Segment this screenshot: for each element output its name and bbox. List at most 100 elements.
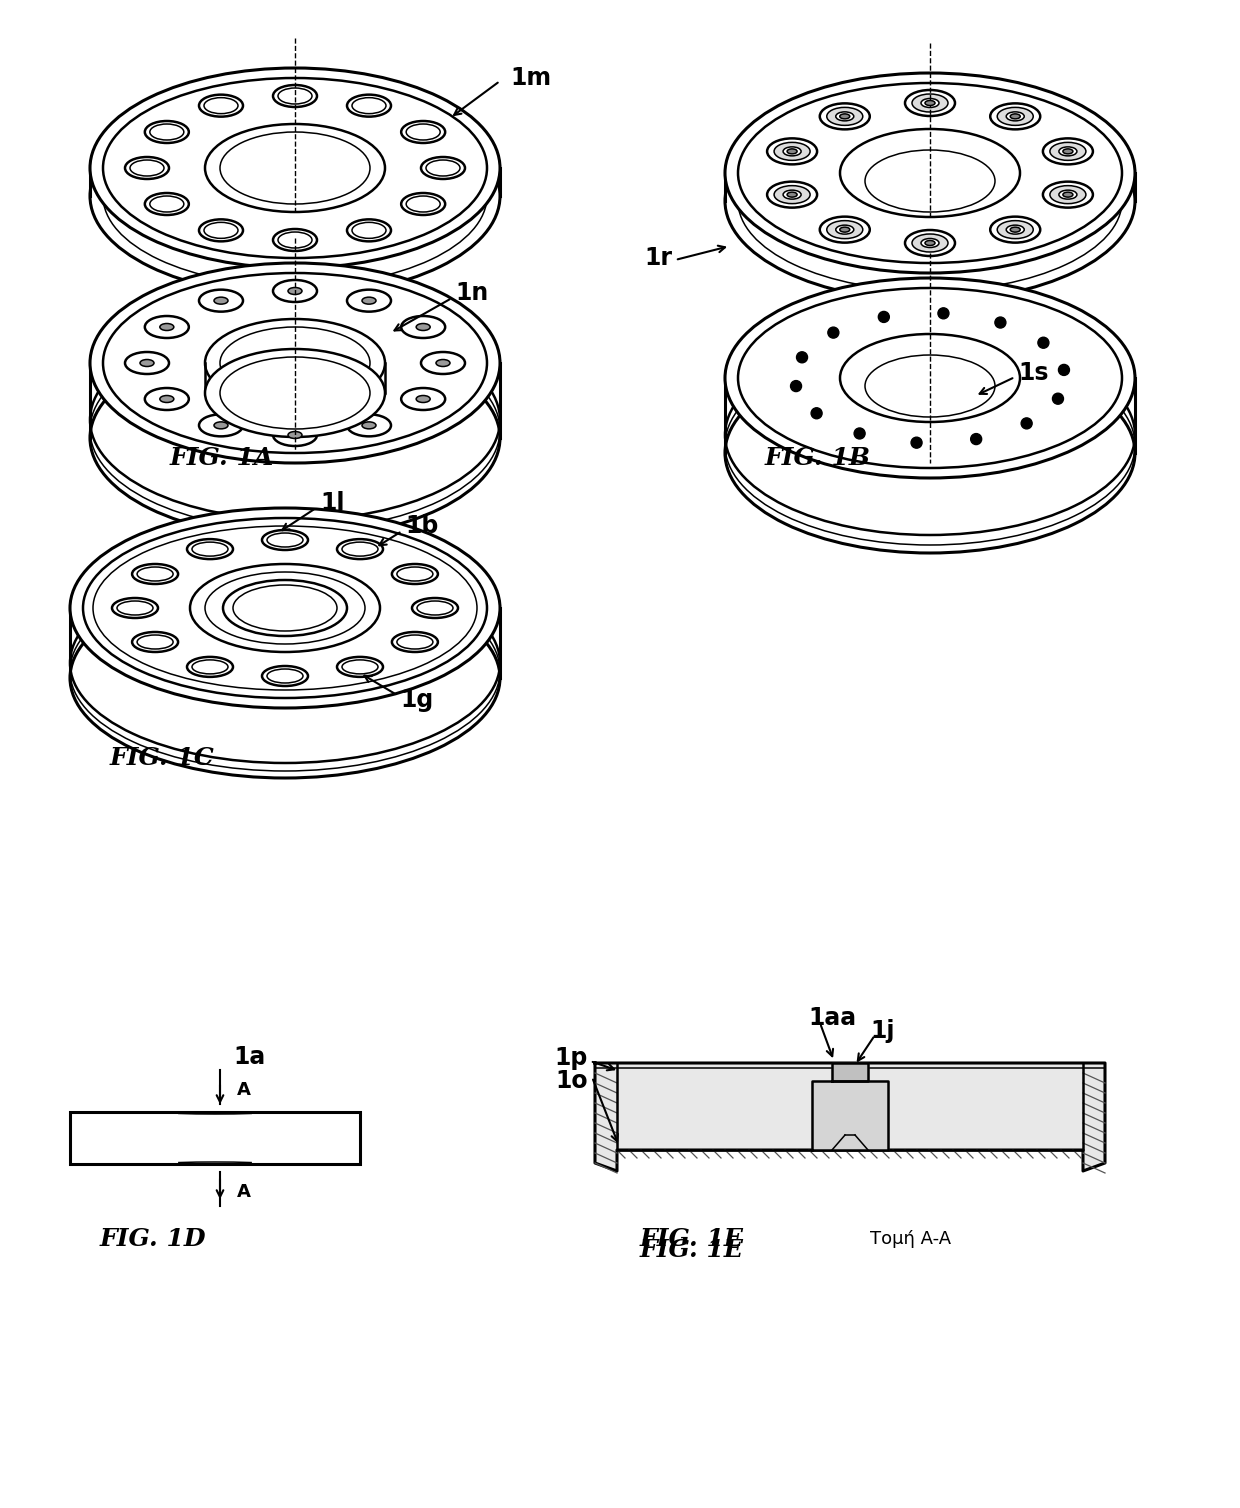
Ellipse shape	[288, 288, 303, 294]
Ellipse shape	[337, 657, 383, 677]
Text: A: A	[237, 1081, 250, 1099]
Ellipse shape	[288, 431, 303, 439]
Ellipse shape	[725, 353, 1135, 553]
Circle shape	[878, 312, 889, 323]
Ellipse shape	[91, 97, 500, 296]
Circle shape	[811, 407, 822, 419]
Polygon shape	[812, 1081, 888, 1151]
Ellipse shape	[1063, 192, 1073, 198]
Ellipse shape	[836, 225, 854, 234]
Ellipse shape	[402, 121, 445, 143]
Ellipse shape	[91, 68, 500, 268]
Ellipse shape	[925, 101, 935, 106]
Ellipse shape	[125, 157, 169, 179]
Ellipse shape	[205, 124, 384, 213]
Ellipse shape	[768, 139, 817, 164]
Text: 1aa: 1aa	[808, 1006, 856, 1030]
Ellipse shape	[198, 290, 243, 312]
Ellipse shape	[921, 98, 939, 107]
Ellipse shape	[925, 240, 935, 246]
Ellipse shape	[1006, 112, 1024, 121]
Ellipse shape	[1006, 225, 1024, 234]
Ellipse shape	[145, 317, 188, 338]
Ellipse shape	[262, 667, 308, 686]
Ellipse shape	[1011, 228, 1021, 232]
Circle shape	[1053, 394, 1064, 404]
Ellipse shape	[784, 190, 801, 199]
Ellipse shape	[273, 84, 317, 107]
Ellipse shape	[402, 193, 445, 216]
Text: 1m: 1m	[510, 66, 551, 90]
Ellipse shape	[402, 388, 445, 410]
Ellipse shape	[787, 192, 797, 198]
Ellipse shape	[133, 632, 179, 651]
Ellipse shape	[145, 388, 188, 410]
Ellipse shape	[215, 422, 228, 428]
Circle shape	[937, 308, 949, 318]
Text: FIG. 1E: FIG. 1E	[640, 1228, 744, 1252]
Ellipse shape	[905, 231, 955, 256]
Ellipse shape	[839, 228, 849, 232]
Ellipse shape	[997, 220, 1033, 238]
Text: Τομή A-A: Τομή A-A	[870, 1231, 951, 1249]
Text: FIG. 1B: FIG. 1B	[765, 446, 870, 470]
Ellipse shape	[991, 104, 1040, 130]
Text: FIG. 1A: FIG. 1A	[170, 446, 274, 470]
Ellipse shape	[839, 130, 1021, 217]
Text: 1r: 1r	[644, 246, 672, 270]
Bar	[69, 1111, 360, 1164]
Ellipse shape	[768, 181, 817, 208]
Ellipse shape	[417, 395, 430, 403]
Ellipse shape	[774, 185, 810, 204]
Ellipse shape	[69, 578, 500, 778]
Text: 1o: 1o	[556, 1069, 588, 1093]
Ellipse shape	[69, 508, 500, 707]
Ellipse shape	[905, 90, 955, 116]
Ellipse shape	[417, 324, 430, 330]
Ellipse shape	[725, 101, 1135, 302]
Text: 1g: 1g	[401, 688, 433, 712]
Ellipse shape	[198, 415, 243, 436]
Ellipse shape	[784, 146, 801, 155]
Ellipse shape	[1063, 149, 1073, 154]
Ellipse shape	[133, 564, 179, 584]
Text: 1a: 1a	[233, 1045, 265, 1069]
Ellipse shape	[205, 348, 384, 437]
Circle shape	[971, 434, 982, 445]
Ellipse shape	[347, 415, 391, 436]
Circle shape	[854, 428, 866, 439]
Circle shape	[1059, 365, 1069, 375]
Ellipse shape	[911, 93, 949, 112]
Ellipse shape	[190, 564, 379, 651]
Ellipse shape	[160, 395, 174, 403]
Ellipse shape	[262, 529, 308, 550]
Ellipse shape	[125, 351, 169, 374]
Ellipse shape	[205, 320, 384, 407]
Ellipse shape	[820, 217, 869, 243]
Ellipse shape	[820, 104, 869, 130]
Text: A: A	[237, 1182, 250, 1200]
Ellipse shape	[347, 290, 391, 312]
Ellipse shape	[412, 599, 458, 618]
Polygon shape	[832, 1063, 868, 1081]
Ellipse shape	[273, 424, 317, 446]
Circle shape	[994, 317, 1006, 329]
Circle shape	[828, 327, 838, 338]
Ellipse shape	[392, 564, 438, 584]
Text: 1j: 1j	[870, 1019, 894, 1044]
Text: FIG. 1C: FIG. 1C	[110, 746, 215, 771]
Ellipse shape	[273, 229, 317, 250]
Ellipse shape	[112, 599, 157, 618]
Ellipse shape	[725, 72, 1135, 273]
Ellipse shape	[839, 333, 1021, 422]
Text: 1l: 1l	[320, 492, 345, 516]
Ellipse shape	[1043, 139, 1092, 164]
Ellipse shape	[1050, 185, 1086, 204]
Ellipse shape	[402, 317, 445, 338]
Ellipse shape	[140, 359, 154, 366]
Ellipse shape	[91, 262, 500, 463]
Ellipse shape	[273, 280, 317, 302]
Text: 1s: 1s	[1018, 360, 1049, 385]
Ellipse shape	[187, 657, 233, 677]
Ellipse shape	[725, 277, 1135, 478]
